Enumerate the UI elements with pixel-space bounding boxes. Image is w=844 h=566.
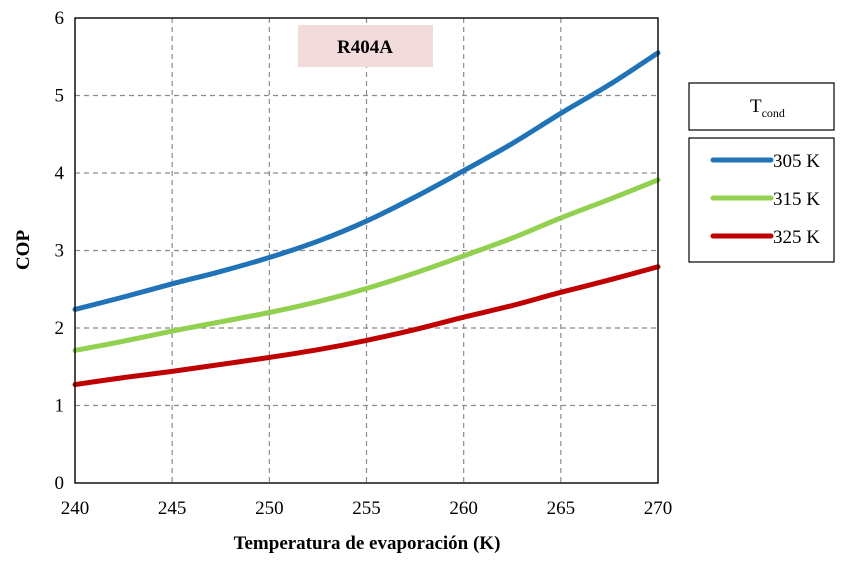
series-line-305-k xyxy=(72,50,661,312)
series-line-315-k xyxy=(72,177,661,353)
legend-title-sub: cond xyxy=(762,106,785,120)
y-axis-title: COP xyxy=(13,230,34,271)
y-tick-label: 3 xyxy=(55,241,65,262)
y-tick-label: 0 xyxy=(55,473,65,494)
chart-title-badge xyxy=(298,25,433,67)
y-tick-label: 6 xyxy=(55,8,65,29)
legend-label: 315 K xyxy=(773,189,820,210)
x-axis-title: Temperatura de evaporación (K) xyxy=(234,533,501,554)
y-tick-label: 1 xyxy=(55,396,65,417)
y-tick-label: 4 xyxy=(55,163,65,184)
x-tick-label: 250 xyxy=(255,498,284,519)
legend-entries: 305 K 315 K 325 K xyxy=(710,151,820,248)
plot-frame xyxy=(74,17,659,484)
y-tick-labels: 0 1 2 3 4 5 6 xyxy=(55,8,65,494)
x-tick-labels: 240 245 250 255 260 265 270 xyxy=(61,498,673,519)
legend-title-box xyxy=(688,82,835,131)
y-tick-label: 5 xyxy=(55,86,65,107)
legend-title-main: T xyxy=(750,96,762,117)
x-tick-label: 240 xyxy=(61,498,90,519)
grid-lines xyxy=(75,18,658,483)
series-line-325-k xyxy=(72,264,661,388)
x-tick-label: 265 xyxy=(547,498,576,519)
legend-title: Tcond xyxy=(750,96,785,120)
y-tick-label: 2 xyxy=(55,318,65,339)
x-tick-label: 260 xyxy=(449,498,478,519)
legend-label: 305 K xyxy=(773,151,820,172)
series-lines xyxy=(72,50,661,388)
x-tick-label: 255 xyxy=(352,498,381,519)
x-tick-label: 245 xyxy=(158,498,187,519)
chart-title: R404A xyxy=(337,37,393,58)
legend-label: 325 K xyxy=(773,227,820,248)
x-tick-label: 270 xyxy=(644,498,673,519)
